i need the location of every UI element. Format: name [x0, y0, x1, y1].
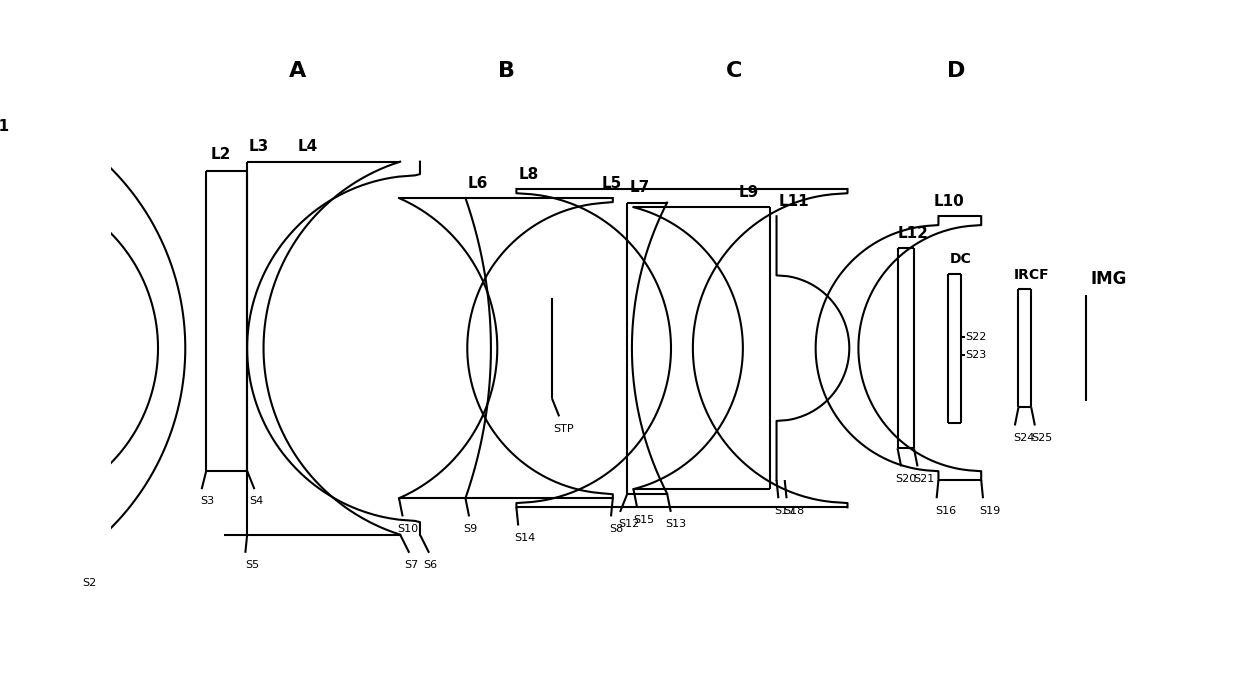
Text: S19: S19 [980, 505, 1001, 515]
Text: IMG: IMG [1090, 270, 1127, 288]
Text: S14: S14 [515, 533, 536, 543]
Text: L11: L11 [779, 194, 808, 209]
Text: S18: S18 [782, 505, 805, 515]
Text: S23: S23 [965, 350, 986, 361]
Text: S8: S8 [609, 524, 624, 534]
Text: S9: S9 [464, 524, 477, 534]
Text: L12: L12 [898, 226, 929, 241]
Text: S22: S22 [965, 332, 986, 342]
Text: S7: S7 [404, 560, 418, 570]
Text: S3: S3 [200, 496, 215, 507]
Text: S25: S25 [1032, 433, 1053, 443]
Text: S15: S15 [634, 515, 655, 525]
Text: S12: S12 [619, 519, 640, 529]
Text: L6: L6 [467, 176, 487, 191]
Text: L2: L2 [211, 147, 231, 162]
Text: S13: S13 [666, 519, 687, 529]
Text: L7: L7 [629, 181, 650, 196]
Text: D: D [947, 60, 966, 81]
Text: L10: L10 [934, 194, 965, 209]
Text: S6: S6 [424, 560, 438, 570]
Text: A: A [289, 60, 306, 81]
Text: B: B [498, 60, 515, 81]
Text: IRCF: IRCF [1014, 268, 1049, 282]
Text: S16: S16 [935, 505, 956, 515]
Text: L5: L5 [601, 176, 622, 191]
Text: S5: S5 [246, 560, 259, 570]
Text: L4: L4 [298, 139, 317, 154]
Text: L3: L3 [249, 139, 269, 154]
Text: L9: L9 [738, 185, 759, 200]
Text: S17: S17 [775, 505, 796, 515]
Text: L8: L8 [518, 166, 538, 182]
Text: DC: DC [950, 253, 971, 266]
Text: S21: S21 [913, 474, 934, 483]
Text: STP: STP [554, 424, 574, 434]
Text: C: C [725, 60, 742, 81]
Text: S24: S24 [1013, 433, 1034, 443]
Text: S10: S10 [397, 524, 418, 534]
Text: S2: S2 [82, 579, 97, 588]
Text: L1: L1 [0, 120, 10, 134]
Text: S20: S20 [895, 474, 916, 483]
Text: S4: S4 [249, 496, 263, 507]
